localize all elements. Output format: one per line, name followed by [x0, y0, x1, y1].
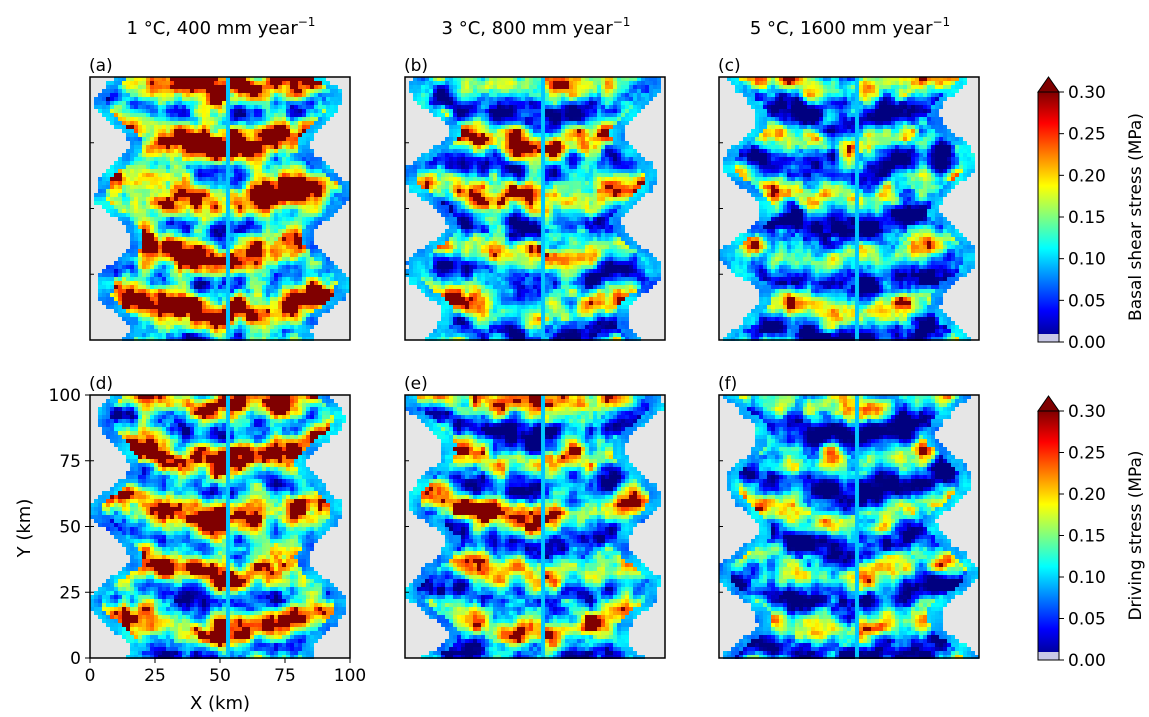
panels: (a) (b) (c) (d) (e) (f): [89, 56, 979, 659]
heatmap-cells: [405, 77, 661, 341]
colorbar-extend-max: [1038, 396, 1059, 411]
column-title-1: 1 °C, 400 mm year−1: [127, 15, 316, 39]
colorbar-tick-label: 0.30: [1068, 402, 1106, 422]
y-tick-label: 75: [59, 452, 81, 472]
panel-b: (b): [404, 56, 665, 341]
column-title-2: 3 °C, 800 mm year−1: [442, 15, 631, 39]
colorbar-gradient: [1038, 411, 1059, 660]
panel-e: (e): [404, 374, 665, 659]
panel-label: (d): [89, 374, 113, 394]
colorbar-driving: 0.00 0.05 0.10 0.15 0.20 0.25 0.30 Driving stre…: [1038, 396, 1146, 671]
colorbar-tick-label: 0.25: [1068, 125, 1106, 145]
y-tick-label: 0: [70, 649, 81, 669]
colorbar-label: Driving stress (MPa): [1126, 450, 1146, 620]
panel-label: (e): [404, 374, 428, 394]
y-tick-label: 100: [49, 386, 81, 406]
colorbar-tick-label: 0.10: [1068, 250, 1106, 270]
x-tick-label: 75: [274, 666, 296, 686]
x-tick-label: 25: [144, 666, 166, 686]
colorbar-tick-label: 0.20: [1068, 166, 1106, 186]
colorbar-tick-label: 0.25: [1068, 444, 1106, 464]
heatmap-cells: [90, 395, 346, 659]
colorbar-tick-label: 0.20: [1068, 485, 1106, 505]
heatmap-cells: [405, 395, 665, 659]
column-titles: 1 °C, 400 mm year−1 3 °C, 800 mm year−1 …: [127, 15, 951, 39]
column-title-3: 5 °C, 1600 mm year−1: [750, 15, 950, 39]
heatmap-cells: [94, 77, 350, 341]
x-tick-label: 100: [334, 666, 366, 686]
panel-a: (a): [89, 56, 350, 341]
colorbar-tick-label: 0.00: [1068, 651, 1106, 671]
colorbar-under: [1038, 334, 1059, 342]
panel-label: (c): [718, 56, 741, 76]
x-axis-label: X (km): [190, 693, 250, 714]
colorbar-tick-label: 0.15: [1068, 208, 1106, 228]
colorbar-tick-label: 0.15: [1068, 527, 1106, 547]
colorbar-tick-label: 0.10: [1068, 568, 1106, 588]
colorbar-tick-label: 0.00: [1068, 333, 1106, 353]
y-tick-label: 25: [59, 583, 81, 603]
colorbar-under: [1038, 652, 1059, 660]
panel-f: (f): [718, 374, 979, 659]
colorbar-label: Basal shear stress (MPa): [1126, 113, 1146, 321]
colorbar-tick-label: 0.05: [1068, 610, 1106, 630]
panel-c: (c): [718, 56, 979, 341]
colorbar-extend-max: [1038, 77, 1059, 92]
colorbar-tick-label: 0.30: [1068, 83, 1106, 103]
colorbar-gradient: [1038, 92, 1059, 342]
y-tick-label: 50: [59, 518, 81, 538]
colorbar-tick-label: 0.05: [1068, 291, 1106, 311]
x-tick-label: 50: [209, 666, 231, 686]
colorbars: 0.00 0.05 0.10 0.15 0.20 0.25 0.30 Basal shear …: [1038, 77, 1146, 671]
y-axis-label: Y (km): [14, 499, 35, 559]
panel-label: (f): [718, 374, 737, 394]
panel-d: (d): [89, 374, 350, 659]
x-tick-label: 0: [85, 666, 96, 686]
panel-label: (a): [89, 56, 113, 76]
colorbar-basal-shear: 0.00 0.05 0.10 0.15 0.20 0.25 0.30 Basal shear …: [1038, 77, 1146, 353]
panel-label: (b): [404, 56, 428, 76]
